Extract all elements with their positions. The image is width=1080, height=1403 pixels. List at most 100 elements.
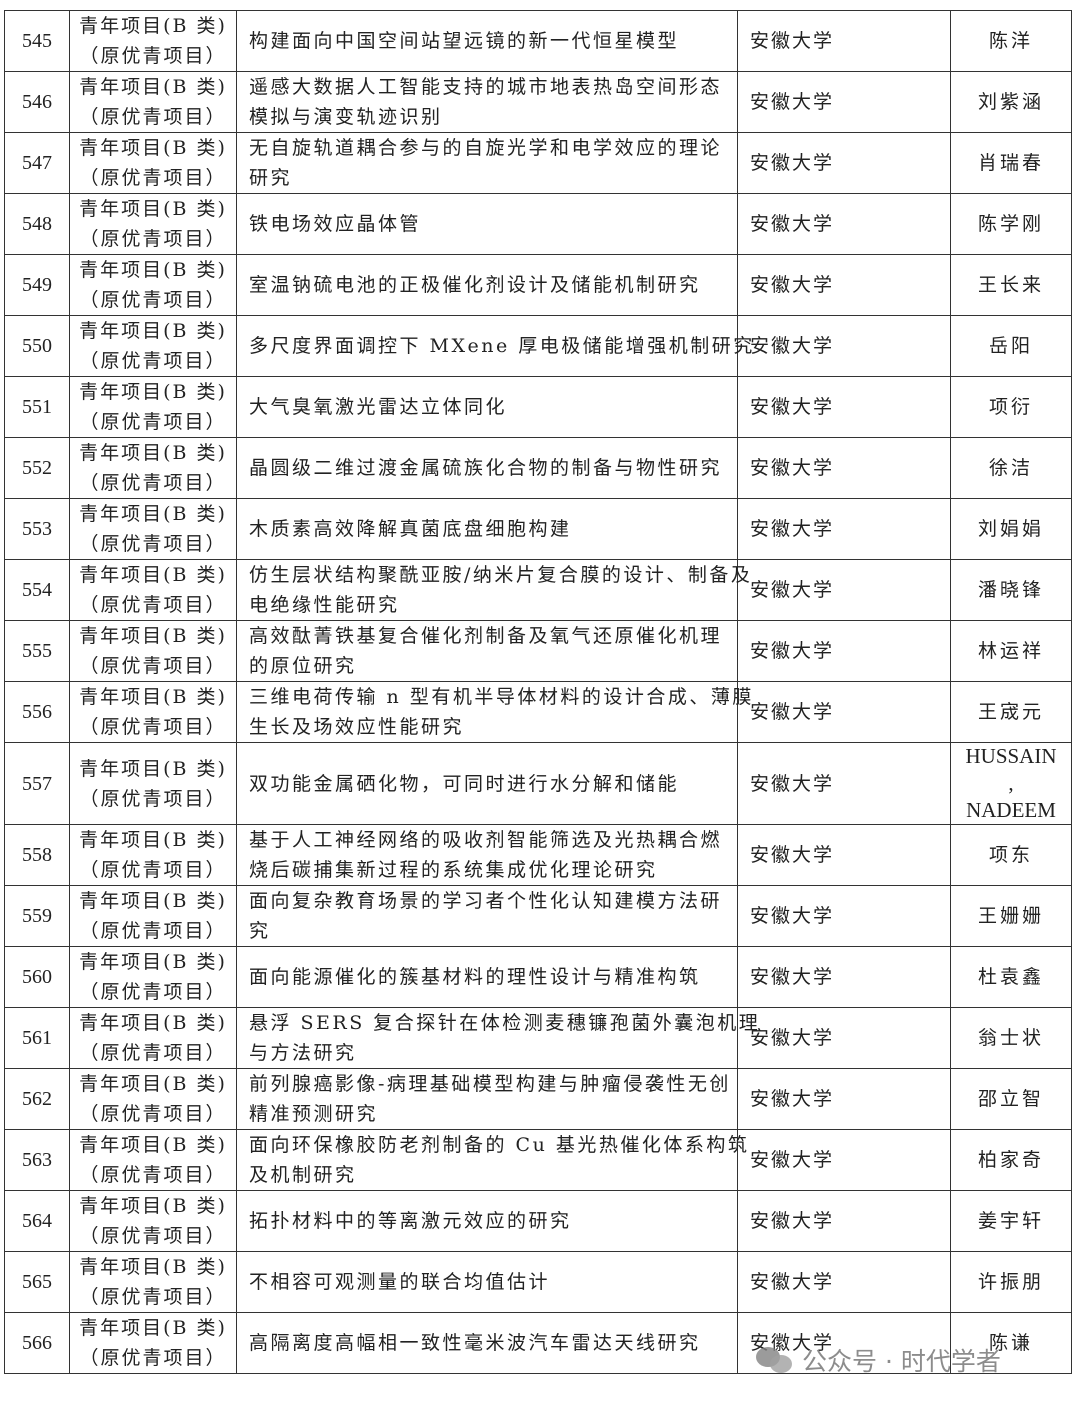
cell-text: 554 (22, 579, 52, 601)
cell-text: 安徽大学 (750, 1149, 835, 1171)
cell-text: 面向环保橡胶防老剂制备的 Cu 基光热催化体系构筑 (249, 1134, 750, 1156)
project-title: 多尺度界面调控下 MXene 厚电极储能增强机制研究 (236, 315, 752, 377)
project-type: 青年项目(B 类) （原优青项目） (69, 946, 237, 1008)
cell-text: 林运祥 (977, 640, 1044, 662)
cell-text: 青年项目(B 类) (79, 381, 227, 403)
principal-investigator: 肖瑞春 (950, 132, 1072, 194)
cell-text: 青年项目(B 类) (79, 259, 227, 281)
cell-text: 高效酞菁铁基复合催化剂制备及氧气还原催化机理 (249, 625, 723, 647)
cell-text: 面向能源催化的簇基材料的理性设计与精准构筑 (249, 966, 701, 988)
cell-text: 553 (22, 518, 52, 540)
cell-text: 青年项目(B 类) (79, 76, 227, 98)
cell-text: 青年项目(B 类) (79, 757, 227, 780)
cell-text: 青年项目(B 类) (79, 1195, 227, 1217)
cell-text: （原优青项目） (79, 1103, 227, 1125)
cell-text: 与方法研究 (249, 1042, 357, 1064)
cell-text: 生长及场效应性能研究 (249, 716, 465, 738)
cell-text: 仿生层状结构聚酰亚胺/纳米片复合膜的设计、制备及 (249, 564, 753, 586)
cell-text: 安徽大学 (750, 579, 835, 601)
table-row: 545 青年项目(B 类) （原优青项目） 构建面向中国空间站望远镜的新一代恒星模型 安… (4, 10, 1072, 72)
project-title: 不相容可观测量的联合均值估计 (236, 1251, 738, 1313)
cell-text: （原优青项目） (79, 289, 227, 311)
project-type: 青年项目(B 类) （原优青项目） (69, 824, 237, 886)
cell-text: 安徽大学 (750, 152, 835, 174)
principal-investigator: 刘娟娟 (950, 498, 1072, 560)
cell-text: 安徽大学 (750, 1027, 835, 1049)
row-number: 546 (4, 71, 70, 133)
row-number: 547 (4, 132, 70, 194)
cell-text: 青年项目(B 类) (79, 15, 227, 37)
table-row: 556 青年项目(B 类) （原优青项目） 三维电荷传输 n 型有机半导体材料的设计合… (4, 681, 1072, 743)
cell-text: 翁士状 (977, 1027, 1044, 1049)
principal-investigator: 姜宇轩 (950, 1190, 1072, 1252)
principal-investigator: 翁士状 (950, 1007, 1072, 1069)
table-row: 562 青年项目(B 类) （原优青项目） 前列腺癌影像-病理基础模型构建与肿瘤侵袭性… (4, 1068, 1072, 1130)
project-title: 构建面向中国空间站望远镜的新一代恒星模型 (236, 10, 738, 72)
cell-text: （原优青项目） (79, 787, 227, 810)
project-type: 青年项目(B 类) （原优青项目） (69, 742, 237, 825)
table-row: 557 青年项目(B 类) （原优青项目） 双功能金属硒化物，可同时进行水分解和储能 安… (4, 742, 1072, 825)
cell-text: 大气臭氧激光雷达立体同化 (249, 396, 508, 418)
project-title: 高效酞菁铁基复合催化剂制备及氧气还原催化机理 的原位研究 (236, 620, 738, 682)
row-number: 565 (4, 1251, 70, 1313)
cell-text: 青年项目(B 类) (79, 1012, 227, 1034)
institution: 安徽大学 (737, 376, 951, 438)
cell-text: 双功能金属硒化物，可同时进行水分解和储能 (249, 772, 680, 795)
principal-investigator: 徐洁 (950, 437, 1072, 499)
cell-text: 安徽大学 (750, 335, 835, 357)
cell-text: （原优青项目） (79, 920, 227, 942)
institution: 安徽大学 (737, 193, 951, 255)
table-row: 549 青年项目(B 类) （原优青项目） 室温钠硫电池的正极催化剂设计及储能机制研究… (4, 254, 1072, 316)
cell-text: HUSSAIN (965, 744, 1057, 768)
cell-text: （原优青项目） (79, 1164, 227, 1186)
row-number: 561 (4, 1007, 70, 1069)
cell-text: 青年项目(B 类) (79, 829, 227, 851)
cell-text: 高隔离度高幅相一致性毫米波汽车雷达天线研究 (249, 1332, 701, 1354)
institution: 安徽大学 (737, 1251, 951, 1313)
project-title: 铁电场效应晶体管 (236, 193, 738, 255)
cell-text: 安徽大学 (750, 844, 835, 866)
principal-investigator: 陈学刚 (950, 193, 1072, 255)
project-type: 青年项目(B 类) （原优青项目） (69, 132, 237, 194)
project-type: 青年项目(B 类) （原优青项目） (69, 620, 237, 682)
cell-text: 及机制研究 (249, 1164, 357, 1186)
row-number: 566 (4, 1312, 70, 1374)
principal-investigator: 潘晓锋 (950, 559, 1072, 621)
cell-text: 550 (22, 335, 52, 357)
cell-text: 岳阳 (988, 335, 1033, 357)
cell-text: 安徽大学 (750, 1271, 835, 1293)
project-type: 青年项目(B 类) （原优青项目） (69, 1312, 237, 1374)
project-title: 高隔离度高幅相一致性毫米波汽车雷达天线研究 (236, 1312, 738, 1374)
cell-text: （原优青项目） (79, 1286, 227, 1308)
project-type: 青年项目(B 类) （原优青项目） (69, 1129, 237, 1191)
cell-text: 安徽大学 (750, 640, 835, 662)
cell-text: 安徽大学 (750, 518, 835, 540)
cell-text: 悬浮 SERS 复合探针在体检测麦穗镰孢菌外囊泡机理 (249, 1012, 761, 1034)
cell-text: 安徽大学 (750, 457, 835, 479)
cell-text: （原优青项目） (79, 45, 227, 67)
cell-text: 青年项目(B 类) (79, 198, 227, 220)
cell-text: 548 (22, 213, 52, 235)
principal-investigator: 陈洋 (950, 10, 1072, 72)
cell-text: （原优青项目） (79, 167, 227, 189)
cell-text: 刘娟娟 (977, 518, 1044, 540)
cell-text: 研究 (249, 167, 293, 189)
cell-text: 青年项目(B 类) (79, 564, 227, 586)
cell-text: 构建面向中国空间站望远镜的新一代恒星模型 (249, 30, 680, 52)
table-row: 551 青年项目(B 类) （原优青项目） 大气臭氧激光雷达立体同化 安徽大学 项衍 (4, 376, 1072, 438)
cell-text: 邵立智 (977, 1088, 1044, 1110)
cell-text: 电绝缘性能研究 (249, 594, 400, 616)
cell-text: 王宬元 (977, 701, 1044, 723)
project-type: 青年项目(B 类) （原优青项目） (69, 437, 237, 499)
table-row: 563 青年项目(B 类) （原优青项目） 面向环保橡胶防老剂制备的 Cu 基光热催化… (4, 1129, 1072, 1191)
cell-text: 室温钠硫电池的正极催化剂设计及储能机制研究 (249, 274, 701, 296)
project-type: 青年项目(B 类) （原优青项目） (69, 10, 237, 72)
project-title: 室温钠硫电池的正极催化剂设计及储能机制研究 (236, 254, 738, 316)
cell-text: 青年项目(B 类) (79, 686, 227, 708)
cell-text: （原优青项目） (79, 228, 227, 250)
principal-investigator: 王宬元 (950, 681, 1072, 743)
table-row: 565 青年项目(B 类) （原优青项目） 不相容可观测量的联合均值估计 安徽大学 许振朋 (4, 1251, 1072, 1313)
project-type: 青年项目(B 类) （原优青项目） (69, 193, 237, 255)
cell-text: 559 (22, 905, 52, 927)
cell-text: 柏家奇 (977, 1149, 1044, 1171)
